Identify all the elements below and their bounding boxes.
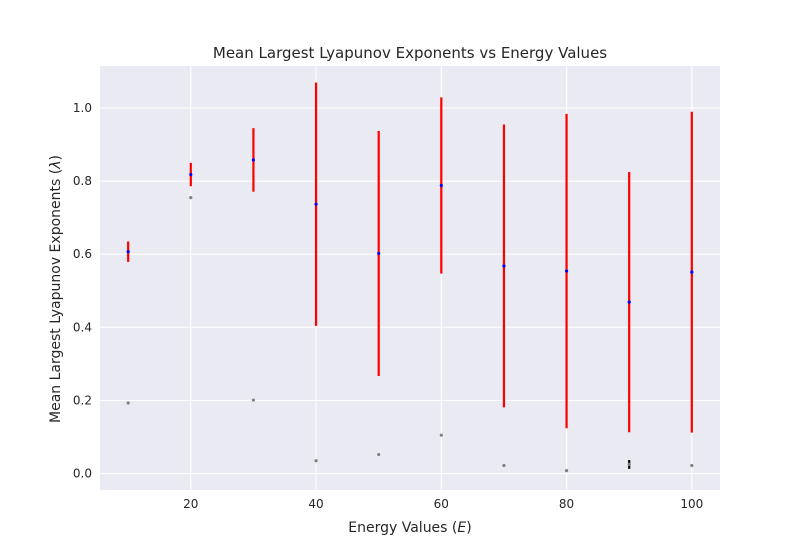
data-point <box>126 250 130 254</box>
data-point <box>251 398 256 402</box>
y-axis-label-symbol: λ <box>48 161 64 170</box>
y-tick-label: 0.4 <box>73 320 92 334</box>
data-point <box>627 462 631 467</box>
y-axis-label: Mean Largest Lyapunov Exponents (λ) <box>48 155 64 423</box>
data-point <box>314 459 318 463</box>
data-point <box>189 172 193 177</box>
data-point <box>439 183 443 188</box>
x-axis-label-close: ) <box>466 520 471 536</box>
x-axis-label: Energy Values (E) <box>348 520 471 536</box>
x-axis-label-symbol: E <box>457 520 466 536</box>
data-point <box>189 195 193 200</box>
data-point <box>314 202 318 206</box>
y-tick-label: 0.6 <box>73 247 92 261</box>
data-point <box>564 469 569 473</box>
x-tick-label: 80 <box>559 497 574 511</box>
data-point <box>690 270 694 274</box>
data-point <box>377 251 381 256</box>
x-tick-label: 100 <box>680 497 703 511</box>
data-point <box>502 463 506 468</box>
y-axis-label-close: ) <box>48 155 64 160</box>
y-tick-label: 1.0 <box>73 101 92 115</box>
data-point <box>126 401 130 405</box>
y-tick-labels: 0.0 0.2 0.4 0.6 0.8 1.0 <box>73 101 92 481</box>
x-tick-label: 40 <box>308 497 323 511</box>
data-point <box>690 463 694 468</box>
plot-area <box>100 66 720 490</box>
data-point <box>251 158 256 162</box>
x-tick-label: 20 <box>183 497 198 511</box>
data-point <box>627 300 631 304</box>
data-point <box>564 269 569 273</box>
data-point <box>377 452 381 457</box>
y-axis-label-text: Mean Largest Lyapunov Exponents ( <box>48 169 64 423</box>
chart-title: Mean Largest Lyapunov Exponents vs Energ… <box>213 44 607 62</box>
x-tick-labels: 20 40 60 80 100 <box>183 497 703 511</box>
x-tick-label: 60 <box>434 497 449 511</box>
y-tick-label: 0.2 <box>73 393 92 407</box>
data-point <box>502 264 506 268</box>
data-marks <box>126 82 694 473</box>
data-point <box>439 433 443 437</box>
y-tick-label: 0.8 <box>73 174 92 188</box>
x-axis-label-text: Energy Values ( <box>348 520 457 536</box>
y-tick-label: 0.0 <box>73 467 92 481</box>
